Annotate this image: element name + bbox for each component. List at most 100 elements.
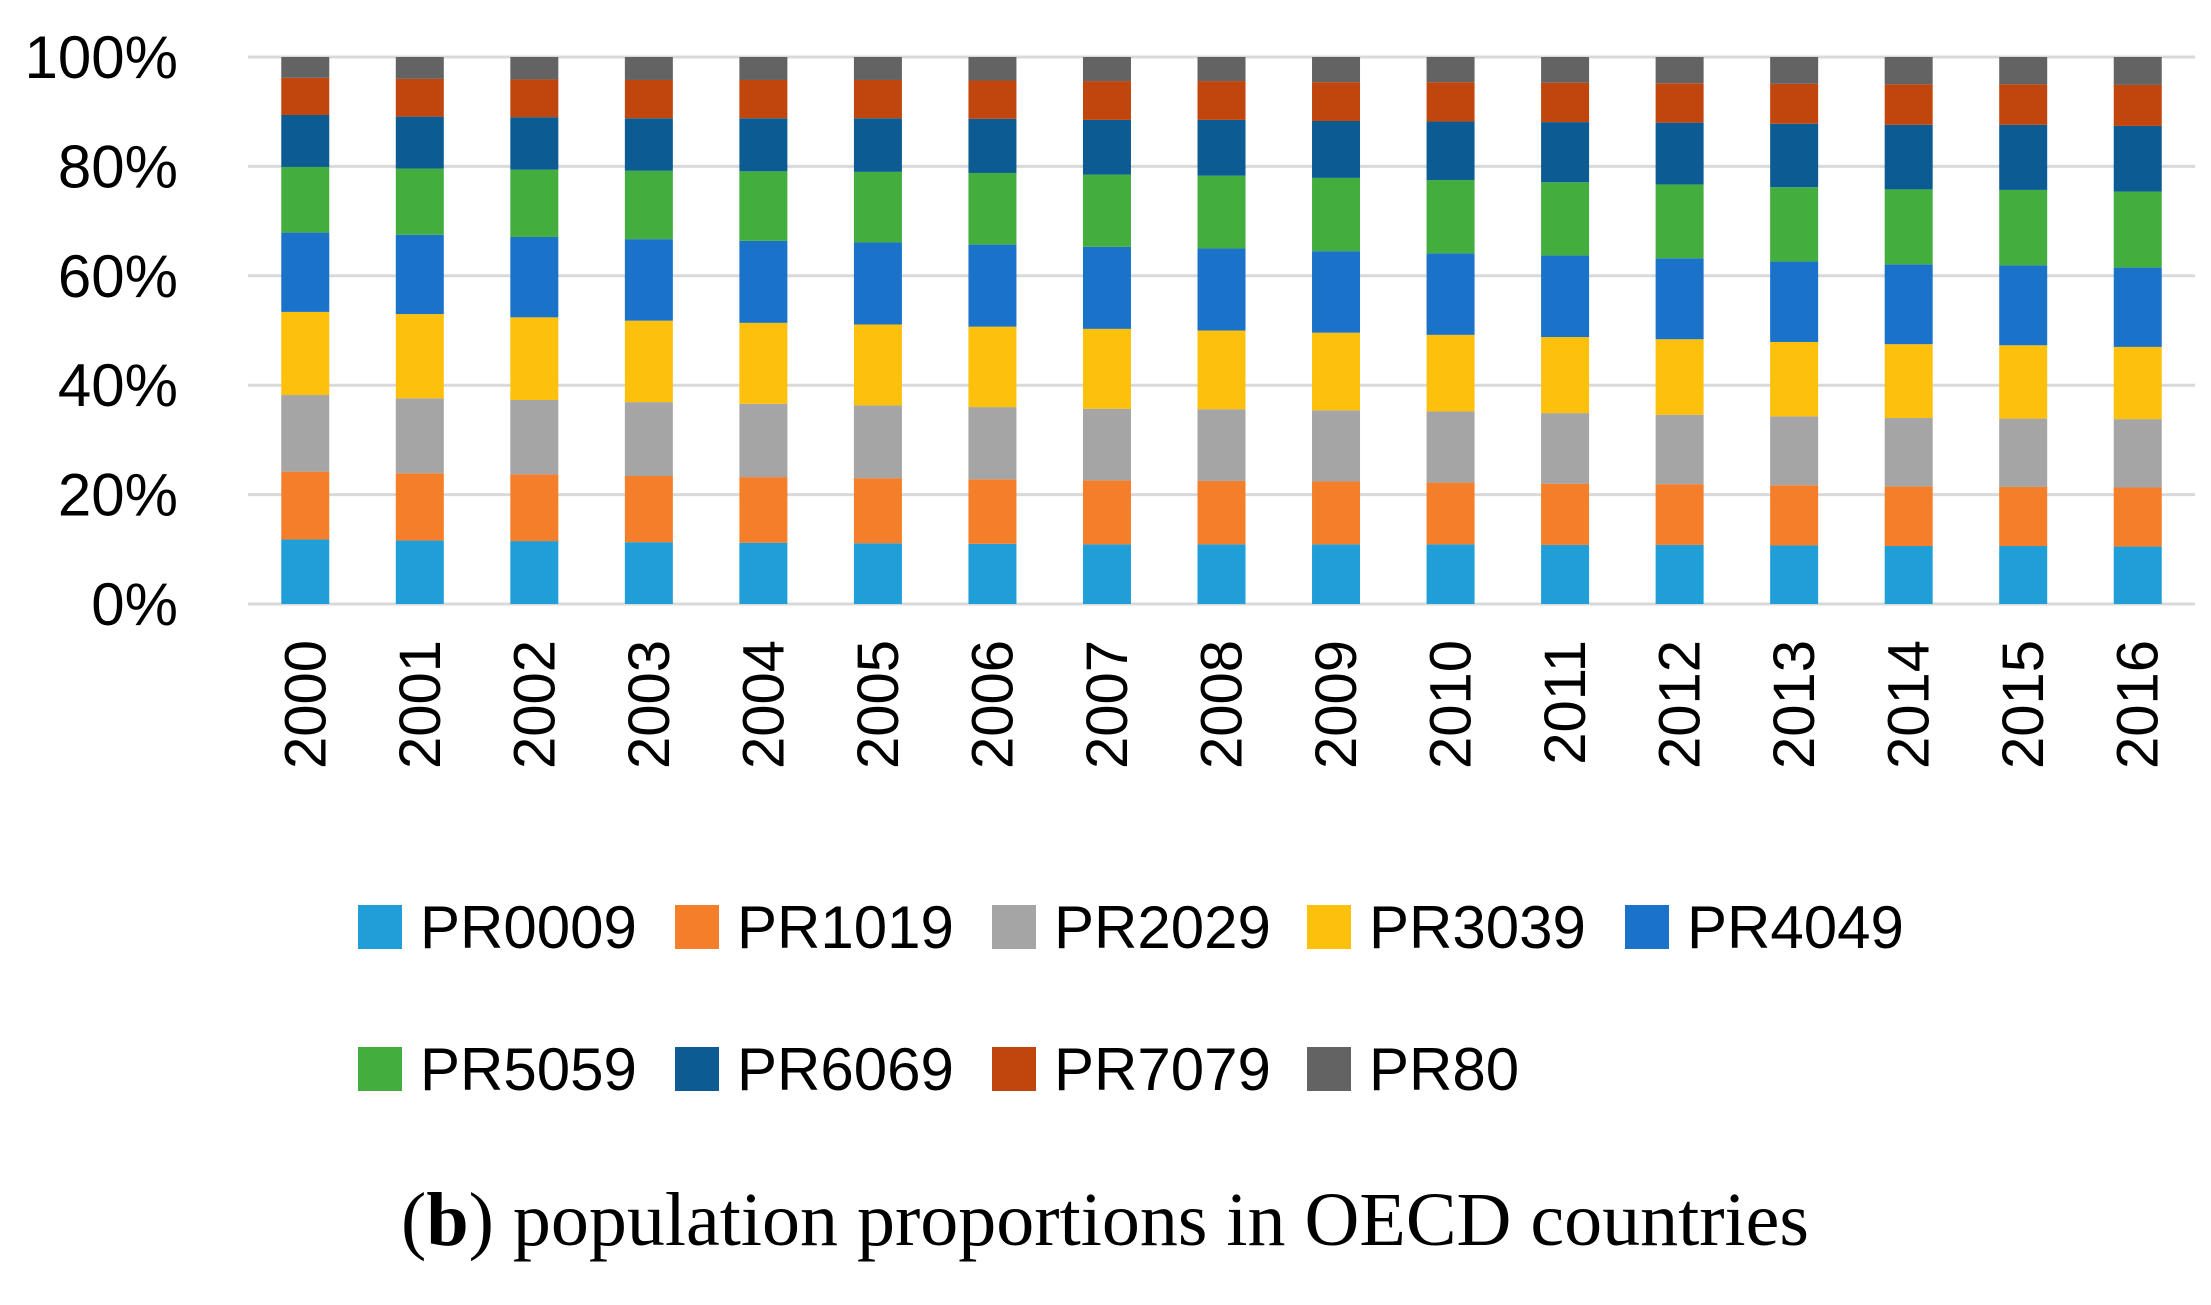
- legend-swatch: [675, 905, 719, 949]
- bar-segment-pr1019: [2113, 487, 2162, 547]
- bar-segment-pr4049: [1197, 248, 1246, 331]
- bar-segment-pr80: [1426, 57, 1475, 83]
- bar-segment-pr6069: [395, 116, 444, 169]
- bar-stack-2011: [1541, 57, 1590, 604]
- y-axis-ticks: 0% 20% 40% 60% 80% 100%: [25, 24, 178, 638]
- bar-segment-pr3039: [395, 314, 444, 399]
- x-tick-label: 2012: [1648, 640, 1713, 769]
- bar-segment-pr1019: [395, 473, 444, 541]
- bar-segment-pr2029: [1312, 410, 1361, 482]
- bar-segment-pr2029: [853, 405, 902, 479]
- bar-segment-pr2029: [968, 407, 1017, 480]
- x-tick-label: 2002: [502, 640, 567, 769]
- figure-caption: (b) population proportions in OECD count…: [401, 1178, 1809, 1262]
- x-tick-label: 2016: [2106, 640, 2171, 769]
- bar-segment-pr1019: [281, 471, 330, 540]
- bar-segment-pr0009: [1312, 544, 1361, 604]
- legend-item-pr4049: PR4049: [1625, 894, 1904, 961]
- x-tick-label: 2006: [960, 640, 1025, 769]
- bar-segment-pr2029: [1655, 414, 1704, 485]
- legend: PR0009 PR1019 PR2029 PR3039 PR4049 PR5059 PR60…: [358, 894, 1904, 1103]
- bar-segment-pr7079: [281, 77, 330, 115]
- bar-segment-pr2029: [1082, 408, 1131, 481]
- bar-segment-pr0009: [2113, 546, 2162, 604]
- bar-segment-pr5059: [1655, 184, 1704, 259]
- y-tick-label: 0%: [91, 571, 178, 638]
- bar-segment-pr6069: [1082, 119, 1131, 175]
- bar-segment-pr0009: [1197, 544, 1246, 604]
- x-tick-label: 2014: [1877, 640, 1942, 769]
- bar-stack-2010: [1426, 57, 1475, 604]
- bar-segment-pr4049: [624, 239, 673, 321]
- bar-segment-pr3039: [1312, 332, 1361, 411]
- bar-segment-pr6069: [624, 118, 673, 171]
- bar-segment-pr2029: [1426, 411, 1475, 483]
- bar-segment-pr3039: [1884, 344, 1933, 419]
- bar-segment-pr6069: [853, 118, 902, 172]
- legend-label: PR6069: [737, 1036, 954, 1103]
- bar-segment-pr4049: [1884, 264, 1933, 345]
- legend-item-pr2029: PR2029: [992, 894, 1271, 961]
- bar-segment-pr80: [1197, 57, 1246, 82]
- bar-segment-pr3039: [1197, 330, 1246, 410]
- bar-segment-pr4049: [1541, 255, 1590, 338]
- bar-segment-pr0009: [739, 542, 788, 604]
- bar-segment-pr2029: [1197, 409, 1246, 481]
- legend-item-pr80: PR80: [1307, 1036, 1519, 1103]
- bar-segment-pr7079: [395, 78, 444, 117]
- bar-segment-pr5059: [1197, 175, 1246, 249]
- bar-segment-pr80: [281, 57, 330, 78]
- bar-segment-pr1019: [1999, 486, 2048, 547]
- bar-stack-2007: [1082, 57, 1131, 604]
- bar-stack-2002: [510, 57, 559, 604]
- bar-stack-2001: [395, 57, 444, 604]
- bar-segment-pr1019: [510, 474, 559, 542]
- x-tick-label: 2008: [1190, 640, 1255, 769]
- bar-segment-pr4049: [1082, 246, 1131, 329]
- bar-segment-pr80: [510, 57, 559, 80]
- legend-swatch: [358, 905, 402, 949]
- bar-segment-pr0009: [968, 543, 1017, 604]
- bar-segment-pr1019: [1884, 486, 1933, 547]
- bar-segment-pr6069: [968, 118, 1017, 173]
- bar-segment-pr5059: [395, 168, 444, 235]
- legend-swatch: [675, 1047, 719, 1091]
- bar-segment-pr4049: [395, 234, 444, 315]
- bar-stack-2003: [624, 57, 673, 604]
- bar-segment-pr3039: [2113, 346, 2162, 420]
- bar-segment-pr3039: [1541, 337, 1590, 414]
- bar-segment-pr3039: [510, 317, 559, 400]
- legend-label: PR2029: [1054, 894, 1271, 961]
- bar-segment-pr2029: [739, 403, 788, 478]
- bar-segment-pr0009: [624, 542, 673, 604]
- bar-segment-pr2029: [510, 399, 559, 475]
- bar-segment-pr7079: [510, 79, 559, 118]
- bar-segment-pr6069: [1999, 124, 2048, 190]
- bar-stack-2000: [281, 57, 330, 604]
- legend-label: PR4049: [1687, 894, 1904, 961]
- x-tick-label: 2015: [1991, 640, 2056, 769]
- legend-swatch: [992, 1047, 1036, 1091]
- bar-segment-pr2029: [395, 398, 444, 474]
- bar-stack-2013: [1770, 57, 1819, 604]
- legend-swatch: [1625, 905, 1669, 949]
- legend-item-pr0009: PR0009: [358, 894, 637, 961]
- bar-segment-pr3039: [1999, 345, 2048, 419]
- bar-segment-pr7079: [1426, 82, 1475, 122]
- legend-item-pr7079: PR7079: [992, 1036, 1271, 1103]
- bar-segment-pr3039: [739, 322, 788, 404]
- bar-segment-pr6069: [2113, 125, 2162, 192]
- bar-segment-pr3039: [1655, 339, 1704, 415]
- bar-segment-pr80: [624, 57, 673, 80]
- legend-swatch: [358, 1047, 402, 1091]
- bar-segment-pr5059: [1426, 180, 1475, 254]
- bar-segment-pr2029: [1999, 418, 2048, 487]
- bar-segment-pr4049: [968, 244, 1017, 327]
- bar-segment-pr0009: [853, 543, 902, 604]
- legend-label: PR3039: [1369, 894, 1586, 961]
- bar-segment-pr6069: [739, 118, 788, 172]
- bar-segment-pr80: [739, 57, 788, 80]
- bar-segment-pr1019: [739, 477, 788, 543]
- y-tick-label: 40%: [58, 352, 178, 419]
- x-tick-label: 2010: [1419, 640, 1484, 769]
